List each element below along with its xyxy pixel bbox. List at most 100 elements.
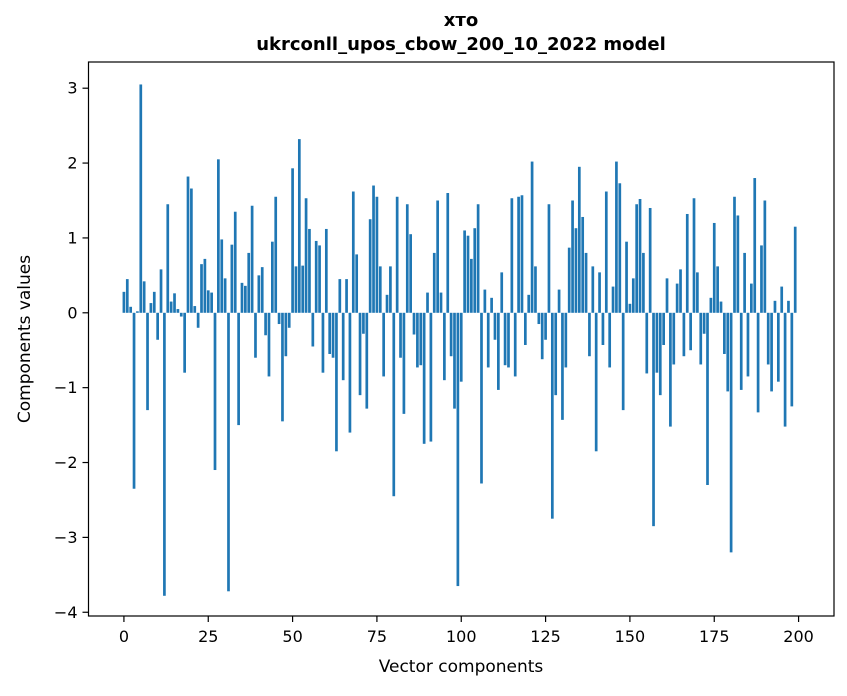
- x-tick-label: 125: [530, 627, 561, 646]
- bar: [631, 278, 635, 313]
- bar: [439, 292, 443, 313]
- bar: [321, 312, 325, 373]
- bar: [331, 312, 335, 358]
- bar: [692, 198, 696, 313]
- bar: [642, 252, 645, 313]
- bar: [233, 211, 237, 313]
- bar: [142, 281, 146, 313]
- bar: [564, 312, 568, 368]
- bar: [399, 312, 402, 358]
- bar: [136, 311, 139, 313]
- bar: [264, 312, 267, 336]
- bar: [281, 312, 284, 422]
- bar: [378, 266, 382, 313]
- bar: [756, 312, 760, 413]
- bar: [726, 312, 730, 392]
- bar: [240, 282, 244, 313]
- bar: [196, 312, 200, 328]
- bar: [638, 199, 642, 313]
- bar: [682, 312, 686, 357]
- bar: [648, 207, 652, 313]
- bar: [146, 312, 149, 411]
- bar: [567, 247, 571, 313]
- bar: [699, 312, 703, 365]
- bar: [608, 312, 612, 368]
- bar: [227, 312, 230, 592]
- x-tick-label: 150: [615, 627, 646, 646]
- bar: [348, 312, 352, 433]
- bar: [463, 230, 466, 313]
- bar: [203, 258, 207, 313]
- bar: [598, 272, 601, 313]
- bar: [550, 312, 554, 519]
- x-tick-label: 0: [119, 627, 129, 646]
- bar: [500, 272, 504, 313]
- bar: [611, 286, 615, 313]
- bar: [220, 239, 224, 313]
- bar: [530, 161, 534, 313]
- bar: [345, 279, 348, 313]
- bar: [760, 245, 763, 313]
- bar: [169, 301, 173, 313]
- bar: [453, 312, 456, 409]
- bar: [422, 312, 426, 444]
- x-tick-label: 50: [282, 627, 302, 646]
- bar: [237, 312, 240, 426]
- bar: [763, 200, 767, 313]
- bar: [621, 312, 625, 411]
- bar: [561, 312, 564, 420]
- bar: [577, 166, 581, 313]
- bar: [267, 312, 271, 377]
- bar: [787, 300, 790, 313]
- bar: [416, 312, 419, 368]
- bar: [615, 161, 618, 313]
- y-tick-label: 3: [67, 79, 77, 98]
- bar: [200, 264, 203, 313]
- bar: [456, 312, 460, 587]
- bar: [402, 312, 406, 414]
- bar: [618, 183, 622, 313]
- bar: [689, 312, 692, 351]
- bar: [490, 297, 493, 313]
- bar: [287, 312, 291, 328]
- bars-layer: [122, 84, 797, 596]
- bar: [523, 312, 527, 345]
- bar: [122, 291, 126, 313]
- bar: [355, 254, 359, 313]
- bar: [206, 290, 210, 313]
- bar: [304, 198, 308, 313]
- bar: [706, 312, 709, 485]
- bar: [152, 291, 156, 313]
- x-tick-label: 175: [699, 627, 730, 646]
- bar: [365, 312, 369, 409]
- y-tick-label: −3: [54, 528, 78, 547]
- y-tick-label: 1: [67, 228, 77, 247]
- bar: [517, 196, 520, 313]
- bar: [604, 191, 608, 313]
- bar: [426, 292, 429, 313]
- bar: [746, 312, 750, 377]
- x-tick-label: 200: [783, 627, 814, 646]
- bar: [483, 289, 487, 313]
- bar: [581, 216, 585, 313]
- bar: [739, 312, 743, 390]
- bar: [510, 198, 514, 313]
- bar: [733, 196, 736, 313]
- bar: [554, 312, 558, 396]
- x-tick-label: 100: [446, 627, 477, 646]
- bar: [773, 300, 777, 313]
- bar: [395, 196, 399, 313]
- bar: [766, 312, 770, 365]
- bar: [625, 241, 628, 313]
- bar: [129, 306, 133, 313]
- y-tick-label: −4: [54, 603, 78, 622]
- bar: [372, 185, 375, 313]
- bar: [669, 312, 672, 427]
- bar: [419, 312, 423, 366]
- chart-title: хто: [444, 10, 478, 31]
- bar: [429, 312, 433, 442]
- bar: [497, 312, 500, 390]
- bar: [503, 312, 507, 366]
- bar: [513, 312, 517, 377]
- bar: [443, 312, 446, 381]
